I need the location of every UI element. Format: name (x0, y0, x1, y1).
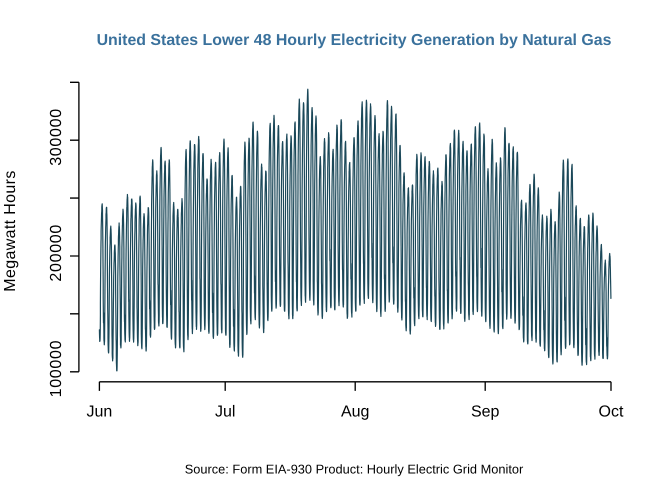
svg-text:Jul: Jul (215, 404, 235, 421)
svg-text:300000: 300000 (48, 108, 65, 166)
svg-text:Sep: Sep (471, 404, 500, 421)
svg-text:Oct: Oct (599, 404, 624, 421)
svg-text:200000: 200000 (48, 224, 65, 282)
svg-text:United States Lower 48 Hourly: United States Lower 48 Hourly Electricit… (97, 32, 612, 49)
svg-text:Aug: Aug (341, 404, 369, 421)
svg-text:Source: Form EIA-930 Product:: Source: Form EIA-930 Product: Hourly Ele… (185, 461, 524, 476)
svg-text:Megawatt Hours: Megawatt Hours (2, 170, 19, 291)
svg-text:Jun: Jun (87, 404, 113, 421)
svg-text:100000: 100000 (48, 340, 65, 398)
